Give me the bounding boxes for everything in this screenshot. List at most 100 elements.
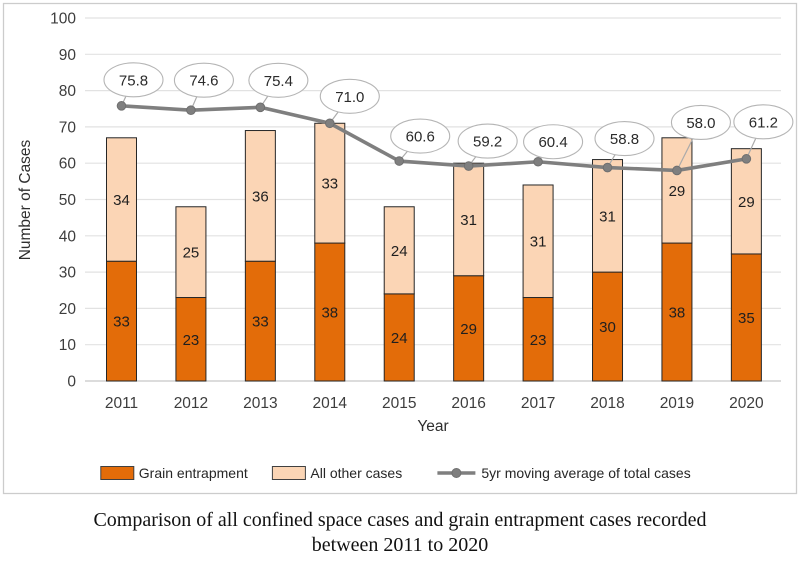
y-tick-label: 40 bbox=[59, 228, 77, 245]
bar-group-2017: 23 31 bbox=[522, 184, 554, 382]
bar-all-other-cases bbox=[522, 184, 554, 299]
callout-value-label: 58.0 bbox=[686, 115, 715, 132]
bar-value-label-other: 29 bbox=[738, 194, 755, 211]
x-tick-label: 2013 bbox=[243, 395, 277, 412]
bar-value-label-other: 29 bbox=[669, 183, 686, 200]
callout-bubble bbox=[248, 62, 309, 98]
bar-value-label-other: 33 bbox=[321, 176, 338, 193]
caption-line-2: between 2011 to 2020 bbox=[311, 534, 489, 556]
y-tick-label: 90 bbox=[59, 47, 77, 64]
bar-all-other-cases bbox=[661, 137, 693, 244]
bar-grain-entrapment bbox=[522, 297, 554, 382]
callout-bubble bbox=[103, 62, 164, 98]
bar-value-label-other: 24 bbox=[391, 243, 408, 260]
bar-all-other-cases bbox=[314, 122, 346, 244]
moving-average-line bbox=[119, 104, 749, 173]
bar-value-label-grain: 38 bbox=[669, 305, 686, 322]
y-tick-label: 70 bbox=[59, 119, 77, 136]
callout-value-label: 71.0 bbox=[335, 89, 364, 106]
callout-bubble bbox=[733, 104, 794, 140]
callouts: 75.8 74.6 75.4 71.0 60.6 59.2 60.4 58.8 58.0 61.2 bbox=[103, 62, 794, 160]
y-tick-label: 80 bbox=[59, 83, 77, 100]
bar-value-label-other: 31 bbox=[530, 234, 547, 251]
bar-all-other-cases bbox=[592, 159, 624, 273]
x-tick-label: 2017 bbox=[521, 395, 555, 412]
bar-grain-entrapment bbox=[730, 253, 762, 382]
bar-all-other-cases bbox=[244, 130, 276, 262]
bar-all-other-cases bbox=[106, 137, 137, 262]
legend-label: 5yr moving average of total cases bbox=[481, 465, 690, 481]
callout-value-label: 60.4 bbox=[538, 134, 567, 151]
callout-bubble bbox=[173, 62, 234, 98]
caption-line-1: Comparison of all confined space cases a… bbox=[93, 509, 707, 531]
bar-value-label-grain: 35 bbox=[738, 310, 755, 327]
callout-value-label: 60.6 bbox=[406, 129, 435, 146]
x-axis-title: Year bbox=[417, 418, 448, 435]
callout-value-label: 74.6 bbox=[189, 73, 218, 90]
y-tick-label: 20 bbox=[59, 301, 77, 318]
x-tick-label: 2016 bbox=[451, 395, 485, 412]
line-marker bbox=[324, 118, 335, 129]
bar-group-2012: 23 25 bbox=[175, 206, 207, 382]
bar-value-label-other: 25 bbox=[183, 245, 200, 262]
bar-grain-entrapment bbox=[592, 271, 624, 382]
y-tick-label: 60 bbox=[59, 156, 77, 173]
bar-value-label-grain: 23 bbox=[183, 332, 200, 349]
line-marker bbox=[602, 162, 613, 173]
line-marker bbox=[741, 154, 752, 164]
bar-group-2013: 33 36 bbox=[244, 130, 276, 382]
line-marker bbox=[116, 101, 127, 111]
bar-value-label-grain: 33 bbox=[113, 314, 130, 331]
callout-bubble bbox=[457, 123, 518, 159]
stacked-bar-chart: 0 10 20 30 40 50 60 70 80 90 100 Number of Cases Yea… bbox=[2, 2, 798, 495]
bar-value-label-grain: 29 bbox=[460, 321, 477, 338]
bar-all-other-cases bbox=[730, 148, 762, 255]
bar-value-label-grain: 24 bbox=[391, 330, 408, 347]
line-marker bbox=[533, 156, 543, 167]
line-markers bbox=[116, 101, 752, 176]
bar-grain-entrapment bbox=[106, 260, 137, 382]
callout-bubble bbox=[594, 121, 655, 157]
callout-bubble bbox=[523, 124, 584, 160]
bar-value-label-other: 36 bbox=[252, 188, 269, 205]
bar-grain-entrapment bbox=[314, 242, 346, 382]
line-marker bbox=[463, 161, 474, 171]
bar-value-label-grain: 38 bbox=[321, 305, 338, 322]
callout-bubble bbox=[390, 118, 451, 154]
legend-item-all-other-cases: All other cases bbox=[271, 465, 402, 481]
legend-label: All other cases bbox=[310, 465, 402, 481]
callout-leader bbox=[676, 138, 694, 171]
callout-bubble bbox=[670, 104, 731, 141]
callout-value-label: 58.8 bbox=[610, 131, 639, 148]
x-tick-label: 2018 bbox=[590, 395, 624, 412]
line-marker bbox=[186, 105, 196, 116]
callout-value-label: 59.2 bbox=[473, 134, 502, 151]
bar-value-label-grain: 23 bbox=[530, 332, 547, 349]
line-marker bbox=[394, 156, 405, 166]
legend-swatch bbox=[100, 466, 135, 480]
bars: 33 34 23 25 33 36 38 33 24 24 29 31 23 31 30 31 38 29 35 29 bbox=[106, 122, 762, 382]
y-tick-label: 0 bbox=[67, 374, 76, 391]
bar-value-label-grain: 33 bbox=[252, 314, 269, 331]
line-marker bbox=[672, 165, 682, 176]
y-axis-tick-labels: 0 10 20 30 40 50 60 70 80 90 100 bbox=[50, 11, 76, 391]
bar-all-other-cases bbox=[383, 206, 415, 295]
y-tick-label: 30 bbox=[59, 265, 77, 282]
callout-value-label: 61.2 bbox=[749, 114, 778, 131]
bar-value-label-other: 31 bbox=[599, 208, 616, 225]
x-tick-label: 2020 bbox=[729, 395, 764, 412]
x-tick-label: 2011 bbox=[105, 395, 138, 412]
chart-legend: Grain entrapment All other cases 5yr movin… bbox=[100, 465, 691, 481]
x-tick-label: 2019 bbox=[660, 395, 694, 412]
bar-all-other-cases bbox=[175, 206, 207, 299]
legend-item-grain-entrapment: Grain entrapment bbox=[100, 465, 248, 481]
bar-group-2016: 29 31 bbox=[453, 162, 485, 382]
bar-group-2011: 33 34 bbox=[106, 137, 137, 382]
x-tick-label: 2015 bbox=[382, 395, 416, 412]
bar-group-2018: 30 31 bbox=[592, 159, 624, 382]
y-tick-label: 10 bbox=[59, 337, 77, 354]
bar-group-2020: 35 29 bbox=[730, 148, 762, 382]
callout-value-label: 75.4 bbox=[264, 73, 293, 90]
x-tick-label: 2014 bbox=[313, 395, 348, 412]
